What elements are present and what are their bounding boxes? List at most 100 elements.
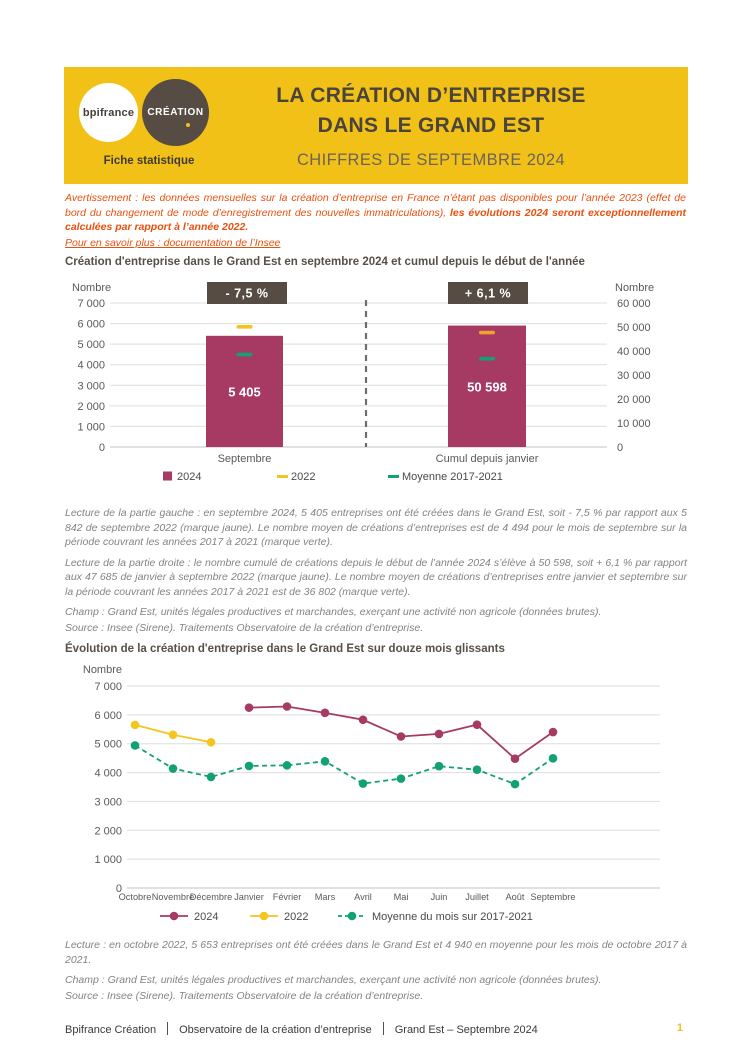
y-axis-right-tick-label: 20 000 [617,394,651,406]
page-title-line2: DANS LE GRAND EST [317,114,545,137]
x-category-label: Cumul depuis janvier [436,453,539,465]
y-axis-right-tick-label: 50 000 [617,322,651,334]
y-axis-right-tick-label: 0 [617,442,623,454]
y-axis-left-tick-label: 6 000 [77,319,105,331]
bar-2024 [448,325,526,447]
y-axis-tick-label: 6 000 [94,710,122,722]
header-titles: LA CRÉATION D’ENTREPRISE DANS LE GRAND E… [234,81,628,170]
page-title-line1: LA CRÉATION D’ENTREPRISE [276,84,586,107]
y-axis-tick-label: 7 000 [94,681,122,693]
series-line-moyenne-du-mois-sur-2017-2021 [134,744,554,786]
data-point [244,703,254,712]
data-point [434,729,444,739]
data-point [130,720,140,730]
data-point [320,708,330,718]
footer-divider [382,1022,384,1035]
page-footer: Bpifrance Création Observatoire de la cré… [65,1022,686,1036]
data-point [320,757,330,766]
x-month-label: Février [273,892,302,902]
legend-label: 2024 [194,911,218,923]
data-point [548,754,558,763]
footer-divider [167,1022,169,1035]
lecture-block-1: Lecture de la partie gauche : en septemb… [65,506,687,636]
data-point [206,737,216,747]
chart2-title: Évolution de la création d'entreprise da… [65,643,505,655]
lecture-right-text: Lecture de la partie droite : le nombre … [65,556,687,598]
line-chart: 7 000 6 000 5 000 4 000 3 000 2 000 1 000 0 Nomb… [83,664,660,923]
data-point [472,765,482,774]
mark-moyenne-2017-2021 [236,352,253,357]
chart1-title: Création d'entreprise dans le Grand Est … [65,256,585,268]
mark-2022 [479,330,495,335]
y-axis-tick-label: 3 000 [94,796,122,808]
y-axis-tick-label: 0 [116,883,122,895]
legend-label: 2022 [284,911,308,923]
bar-chart: 7 000 6 000 5 000 4 000 3 000 2 000 1 000 0 60 0… [72,282,654,483]
y-axis-title-right: Nombre [615,282,654,294]
y-axis-left-tick-label: 2 000 [77,401,105,413]
x-month-label: Juillet [465,892,489,902]
data-point [282,761,292,770]
change-badge-label: + 6,1 % [465,287,511,301]
data-point [396,774,406,783]
x-month-label: Mai [394,892,409,902]
data-point [206,772,216,782]
x-month-label: Juin [431,892,448,902]
bar-value-label: 50 598 [467,379,507,394]
warning-text: Avertissement : les données mensuelles s… [65,192,686,219]
y-axis-left-tick-label: 1 000 [77,421,105,433]
x-month-label: Janvier [234,892,264,902]
y-axis-left-tick-label: 0 [99,442,105,454]
y-axis-tick-label: 4 000 [94,768,122,780]
y-axis-title: Nombre [83,664,122,676]
mark-moyenne-2017-2021 [479,356,495,361]
y-axis-tick-label: 1 000 [94,854,122,866]
page-subtitle: CHIFFRES DE SEPTEMBRE 2024 [296,151,566,169]
y-axis-right-tick-label: 10 000 [617,418,651,430]
y-axis-tick-label: 5 000 [94,739,122,751]
data-point [472,720,482,729]
mark-2022 [236,325,253,329]
data-point [130,741,140,750]
data-point [510,754,520,764]
legend-label: 2024 [177,471,201,483]
lecture-block-2: Lecture : en octobre 2022, 5 653 entrepr… [65,938,687,1004]
legend-dot [347,911,357,921]
data-point [168,764,178,773]
change-badge-label: - 7,5 % [225,287,268,301]
x-month-label: Mars [315,892,336,902]
warning-text-bold: les évolutions 2024 seront exceptionnell… [65,206,686,234]
x-month-label: Avril [354,892,372,902]
y-axis-right-tick-label: 30 000 [617,370,651,382]
insee-documentation-link[interactable]: Pour en savoir plus : documentation de l… [65,237,281,249]
data-point [168,730,178,740]
champ-text: Champ : Grand Est, unités légales produc… [65,606,602,618]
footer-observatory: Observatoire de la création d’entreprise [179,1024,372,1036]
y-axis-left-tick-label: 4 000 [77,360,105,372]
x-month-label: Novembre [152,892,194,902]
bpifrance-logo: bpifrance [79,83,138,142]
data-point [396,732,406,741]
source-text: Source : Insee (Sirene). Traitements Obs… [65,989,424,1002]
x-category-label: Septembre [218,453,272,465]
data-point [358,715,368,725]
legend-label: Moyenne du mois sur 2017-2021 [372,911,533,923]
data-point [434,761,444,771]
data-point [510,779,520,789]
change-badge [207,282,287,304]
legend-swatch-square [163,471,172,481]
bpifrance-logo-text: bpifrance [82,106,135,119]
y-axis-left-tick-label: 3 000 [77,380,105,392]
y-axis-left-tick-label: 7 000 [77,298,105,310]
header-banner: bpifrance CRÉATION Fiche statistique LA … [64,67,688,184]
legend-dot [259,911,269,921]
warning-paragraph: Avertissement : les données mensuelles s… [65,191,686,235]
y-axis-right-tick-label: 60 000 [617,298,651,310]
champ-text: Champ : Grand Est, unités légales produc… [65,974,602,986]
creation-logo: CRÉATION [142,79,209,146]
x-month-label: Août [506,892,525,902]
x-month-label: Octobre [119,892,152,902]
y-axis-tick-label: 2 000 [94,825,122,837]
x-month-label: Septembre [531,892,576,902]
